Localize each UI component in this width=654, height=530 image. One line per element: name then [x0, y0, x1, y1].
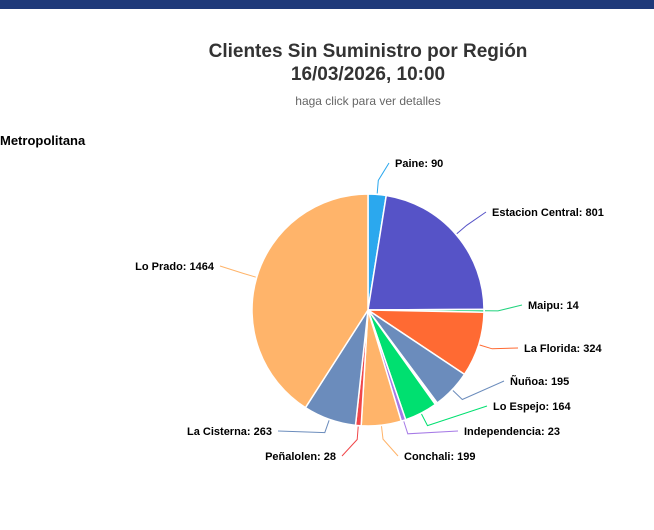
- data-label-nunoa: Ñuñoa: 195: [510, 375, 569, 388]
- chart-subtitle: haga click para ver detalles: [295, 94, 441, 108]
- connector-lo-espejo: [421, 405, 488, 427]
- connector-estacion-central: [456, 211, 487, 235]
- connector-la-florida: [479, 344, 519, 350]
- data-label-maipu: Maipu: 14: [528, 300, 580, 312]
- data-label-la-cisterna: La Cisterna: 263: [187, 426, 272, 438]
- pie-connectors: [219, 162, 523, 457]
- data-label-paine: Paine: 90: [395, 158, 443, 170]
- data-label-lo-prado: Lo Prado: 1464: [135, 261, 215, 273]
- connector-nunoa: [452, 380, 505, 401]
- pie-slice-estacion-central[interactable]: [367, 194, 485, 311]
- chart-title-line2: 16/03/2026, 10:00: [290, 64, 446, 85]
- connector-conchali: [381, 426, 399, 457]
- top-banner: [0, 0, 654, 9]
- connector-lo-prado: [219, 265, 256, 278]
- pie-slices[interactable]: [251, 193, 485, 427]
- pie-labels: Paine: 90 Estacion Central: 801 Maipu: 14 L…: [135, 158, 604, 463]
- connector-penalolen: [341, 426, 359, 457]
- data-label-la-florida: La Florida: 324: [524, 343, 603, 355]
- connector-la-cisterna: [277, 420, 330, 434]
- connector-paine: [376, 162, 390, 194]
- region-label: Metropolitana: [0, 133, 86, 148]
- chart-title: Clientes Sin Suministro por Región 16/03…: [168, 40, 568, 86]
- data-label-conchali: Conchali: 199: [404, 451, 476, 463]
- data-label-independencia: Independencia: 23: [464, 426, 560, 438]
- connector-maipu: [484, 304, 523, 312]
- connector-independencia: [403, 421, 459, 435]
- data-label-lo-espejo: Lo Espejo: 164: [493, 401, 572, 413]
- chart-title-line1: Clientes Sin Suministro por Región: [208, 41, 528, 62]
- data-label-estacion-central: Estacion Central: 801: [492, 207, 604, 219]
- data-label-penalolen: Peñalolen: 28: [265, 451, 336, 463]
- pie-slice-lo-prado[interactable]: [251, 193, 369, 409]
